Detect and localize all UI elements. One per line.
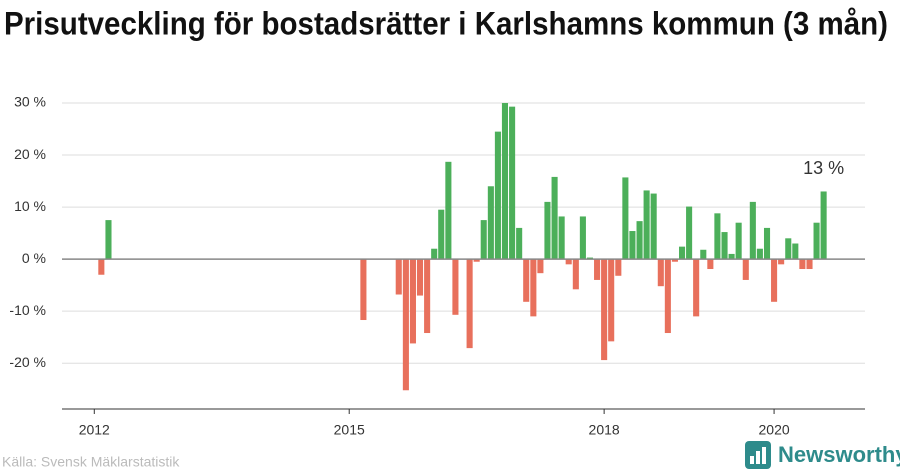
bar <box>806 259 813 270</box>
y-tick-label: 20 % <box>14 146 46 162</box>
bar <box>558 216 565 260</box>
bar <box>657 259 664 287</box>
bar <box>516 227 523 260</box>
bar <box>466 259 473 349</box>
bar <box>785 238 792 260</box>
bar <box>487 186 494 260</box>
bar <box>565 259 572 265</box>
bar <box>473 259 480 262</box>
bar <box>572 259 579 290</box>
bar <box>501 103 509 260</box>
x-tick-label: 2015 <box>334 422 365 438</box>
x-tick-label: 2020 <box>759 422 790 438</box>
bar <box>402 259 409 391</box>
bar <box>799 259 806 270</box>
bar <box>735 222 742 260</box>
logo-bar <box>750 456 754 464</box>
bar <box>608 259 615 342</box>
value-label: 13 % <box>803 158 844 178</box>
bar <box>424 259 431 334</box>
bar <box>700 249 707 260</box>
bar <box>579 216 586 260</box>
bar <box>452 259 459 315</box>
bar <box>615 259 622 276</box>
bar <box>523 259 530 302</box>
y-tick-label: 10 % <box>14 198 46 214</box>
bar <box>707 259 714 270</box>
x-tick-label: 2012 <box>79 422 110 438</box>
bar <box>431 248 438 260</box>
bar <box>409 259 416 344</box>
bar <box>445 161 452 260</box>
bar <box>636 221 643 260</box>
bar <box>778 259 785 265</box>
y-tick-label: 0 % <box>22 250 46 266</box>
bar <box>714 213 721 260</box>
bar <box>679 246 686 260</box>
logo-bar <box>756 451 760 464</box>
bar <box>792 243 799 260</box>
bar <box>742 259 749 280</box>
bar <box>693 259 700 317</box>
y-tick-label: -10 % <box>9 302 46 318</box>
bar <box>360 259 367 321</box>
x-tick-label: 2018 <box>589 422 620 438</box>
bar <box>537 259 544 274</box>
bar <box>813 222 820 260</box>
bar <box>771 259 778 302</box>
y-tick-label: -20 % <box>9 354 46 370</box>
bar <box>749 201 756 260</box>
bar <box>756 248 763 260</box>
bar <box>721 232 728 260</box>
bar <box>763 227 771 260</box>
source: Källa: Svensk Mäklarstatistik <box>2 454 180 470</box>
brand: Newsworthy <box>778 442 900 467</box>
bar <box>622 177 629 260</box>
bar <box>686 206 693 260</box>
bar <box>601 259 608 361</box>
bar <box>105 220 112 260</box>
chart-title: Prisutveckling för bostadsrätter i Karls… <box>4 5 888 41</box>
bar <box>494 131 501 260</box>
bar <box>416 259 424 296</box>
bar <box>594 259 601 280</box>
bar <box>98 259 105 275</box>
bar <box>544 201 551 260</box>
bar <box>650 193 657 260</box>
bar <box>551 176 558 260</box>
bar <box>820 191 827 260</box>
bar <box>395 259 402 295</box>
bar <box>509 106 516 260</box>
bar <box>530 259 537 317</box>
y-tick-label: 30 % <box>14 94 46 110</box>
brand-logo: Newsworthy <box>745 441 900 469</box>
bar <box>664 259 671 334</box>
bar <box>728 253 735 260</box>
bar <box>438 209 445 260</box>
logo-bar <box>762 447 766 464</box>
bar <box>643 190 650 260</box>
bar <box>671 259 678 262</box>
bar <box>480 220 487 260</box>
plot-area: -20 % -10 % 0 % 10 % 20 % 30 % 2012 2015 2018 202… <box>9 94 865 438</box>
bar <box>586 257 593 260</box>
bar <box>629 231 636 260</box>
